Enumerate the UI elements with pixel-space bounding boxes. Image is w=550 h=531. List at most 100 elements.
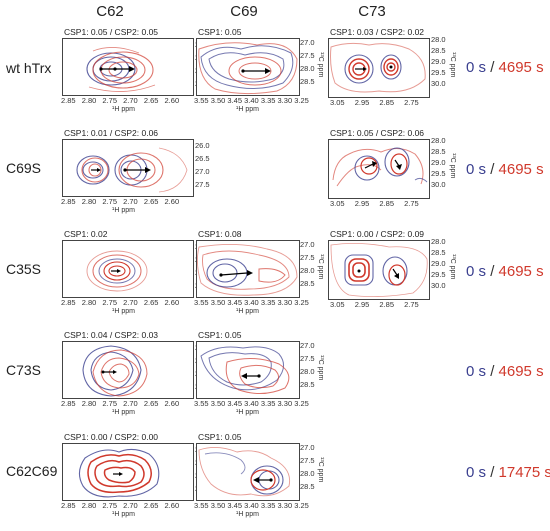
x-tick-labels: 3.55 3.50 3.45 3.40 3.35 3.30 3.25 [194, 399, 309, 408]
nmr-spectrum-panel [328, 38, 430, 98]
time-label: 0 s / 4695 s [466, 363, 544, 380]
time-start: 0 s [466, 161, 487, 178]
x-axis-label: ¹H ppm [112, 106, 135, 113]
csp-label: CSP1: 0.05 [198, 330, 242, 340]
y-tick-labels: 28.0 28.5 29.0 29.5 30.0 [431, 136, 446, 189]
contour-plot [197, 243, 298, 296]
nmr-spectrum-panel [196, 38, 300, 96]
time-start: 0 s [466, 59, 487, 76]
time-end: 4695 s [498, 263, 544, 280]
contour-plot [330, 243, 428, 297]
y-axis-label: ¹³C ppm [449, 153, 456, 179]
column-header-c69: C69 [230, 3, 258, 20]
csp-label: CSP1: 0.08 [198, 229, 242, 239]
column-header-c73: C73 [358, 3, 386, 20]
csp-label: CSP1: 0.05 / CSP2: 0.06 [330, 128, 425, 138]
contour-plot [198, 42, 298, 95]
y-axis-label: ¹³C ppm [317, 457, 324, 483]
time-end: 17475 s [498, 464, 550, 481]
y-tick-labels: 28.0 28.5 29.0 29.5 30.0 [431, 237, 446, 290]
x-axis-label: ¹H ppm [236, 409, 259, 416]
nmr-spectrum-panel [328, 139, 430, 199]
csp-label: CSP1: 0.00 / CSP2: 0.09 [330, 229, 425, 239]
contour-plot [76, 147, 188, 193]
row-label-c35s: C35S [6, 261, 42, 277]
csp-label: CSP1: 0.05 [198, 432, 242, 442]
x-tick-labels: 2.85 2.80 2.75 2.70 2.65 2.60 [61, 298, 180, 307]
x-tick-labels: 3.05 2.95 2.85 2.75 [330, 98, 419, 107]
time-label: 0 s / 4695 s [466, 161, 544, 178]
x-axis-label: ¹H ppm [236, 106, 259, 113]
x-tick-labels: 2.85 2.80 2.75 2.70 2.65 2.60 [61, 501, 180, 510]
y-tick-labels: 27.0 27.5 28.0 28.5 [300, 38, 315, 86]
time-separator: / [490, 363, 495, 380]
time-separator: / [490, 59, 495, 76]
contour-plot [330, 42, 426, 93]
time-end: 4695 s [498, 363, 544, 380]
row-label-wt-htrx: wt hTrx [6, 60, 52, 76]
x-tick-labels: 3.55 3.50 3.45 3.40 3.35 3.30 3.25 [194, 96, 309, 105]
y-tick-labels: 27.0 27.5 28.0 28.5 [300, 443, 315, 491]
nmr-spectrum-panel [196, 341, 300, 399]
time-start: 0 s [466, 263, 487, 280]
row-label-c62c69: C62C69 [6, 463, 58, 479]
x-tick-labels: 3.05 2.95 2.85 2.75 [330, 199, 419, 208]
csp-label: CSP1: 0.05 / CSP2: 0.05 [64, 27, 159, 37]
x-tick-labels: 3.05 2.95 2.85 2.75 [330, 300, 419, 309]
y-tick-labels: 27.0 27.5 28.0 28.5 [300, 240, 315, 288]
time-label: 0 s / 4695 s [466, 59, 544, 76]
x-tick-labels: 2.85 2.80 2.75 2.70 2.65 2.60 [61, 197, 180, 206]
time-separator: / [490, 263, 495, 280]
y-axis-label: ¹³C ppm [317, 52, 324, 78]
contour-plot [200, 346, 290, 394]
nmr-spectrum-panel [62, 341, 194, 399]
nmr-spectrum-panel [62, 240, 194, 298]
nmr-spectrum-panel [62, 139, 194, 197]
time-end: 4695 s [498, 161, 544, 178]
nmr-spectrum-panel [62, 38, 194, 96]
contour-plot [78, 448, 160, 498]
column-header-c62: C62 [96, 3, 124, 20]
time-label: 0 s / 17475 s [466, 464, 550, 481]
x-axis-label: ¹H ppm [236, 511, 259, 518]
csp-label: CSP1: 0.05 [198, 27, 242, 37]
y-axis-label: ¹³C ppm [317, 355, 324, 381]
time-separator: / [490, 464, 495, 481]
time-end: 4695 s [498, 59, 544, 76]
csp-label: CSP1: 0.04 / CSP2: 0.03 [64, 330, 159, 340]
y-axis-label: ¹³C ppm [449, 254, 456, 280]
nmr-spectrum-panel [196, 240, 300, 298]
csp-label: CSP1: 0.02 [64, 229, 108, 239]
csp-label: CSP1: 0.03 / CSP2: 0.02 [330, 27, 425, 37]
csp-label: CSP1: 0.00 / CSP2: 0.00 [64, 432, 159, 442]
y-axis-label: ¹³C ppm [449, 52, 456, 78]
x-tick-labels: 3.55 3.50 3.45 3.40 3.35 3.30 3.25 [194, 298, 309, 307]
row-label-c69s: C69S [6, 160, 42, 176]
contour-plot [332, 147, 428, 187]
x-axis-label: ¹H ppm [112, 308, 135, 315]
nmr-spectrum-panel [328, 240, 430, 300]
time-separator: / [490, 161, 495, 178]
row-label-c73s: C73S [6, 362, 42, 378]
y-tick-labels: 28.0 28.5 29.0 29.5 30.0 [431, 35, 446, 88]
x-axis-label: ¹H ppm [236, 308, 259, 315]
time-label: 0 s / 4695 s [466, 263, 544, 280]
contour-plot [86, 47, 156, 92]
nmr-spectrum-panel [196, 443, 300, 501]
csp-label: CSP1: 0.01 / CSP2: 0.06 [64, 128, 159, 138]
x-tick-labels: 2.85 2.80 2.75 2.70 2.65 2.60 [61, 399, 180, 408]
time-start: 0 s [466, 464, 487, 481]
y-axis-label: ¹³C ppm [317, 254, 324, 280]
x-axis-label: ¹H ppm [112, 511, 135, 518]
contour-plot [198, 447, 291, 497]
x-tick-labels: 3.55 3.50 3.45 3.40 3.35 3.30 3.25 [194, 501, 309, 510]
y-tick-labels: 27.0 27.5 28.0 28.5 [300, 341, 315, 389]
x-axis-label: ¹H ppm [112, 207, 135, 214]
contour-plot [86, 250, 148, 292]
x-axis-label: ¹H ppm [112, 409, 135, 416]
x-tick-labels: 2.85 2.80 2.75 2.70 2.65 2.60 [61, 96, 180, 105]
time-start: 0 s [466, 363, 487, 380]
nmr-spectrum-panel [62, 443, 194, 501]
contour-plot [82, 345, 148, 397]
